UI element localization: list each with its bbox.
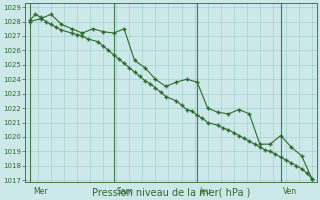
Text: Mer: Mer (33, 187, 47, 196)
X-axis label: Pression niveau de la mer( hPa ): Pression niveau de la mer( hPa ) (92, 187, 250, 197)
Text: Ven: Ven (283, 187, 297, 196)
Text: Jeu: Jeu (200, 187, 212, 196)
Text: Sam: Sam (116, 187, 133, 196)
